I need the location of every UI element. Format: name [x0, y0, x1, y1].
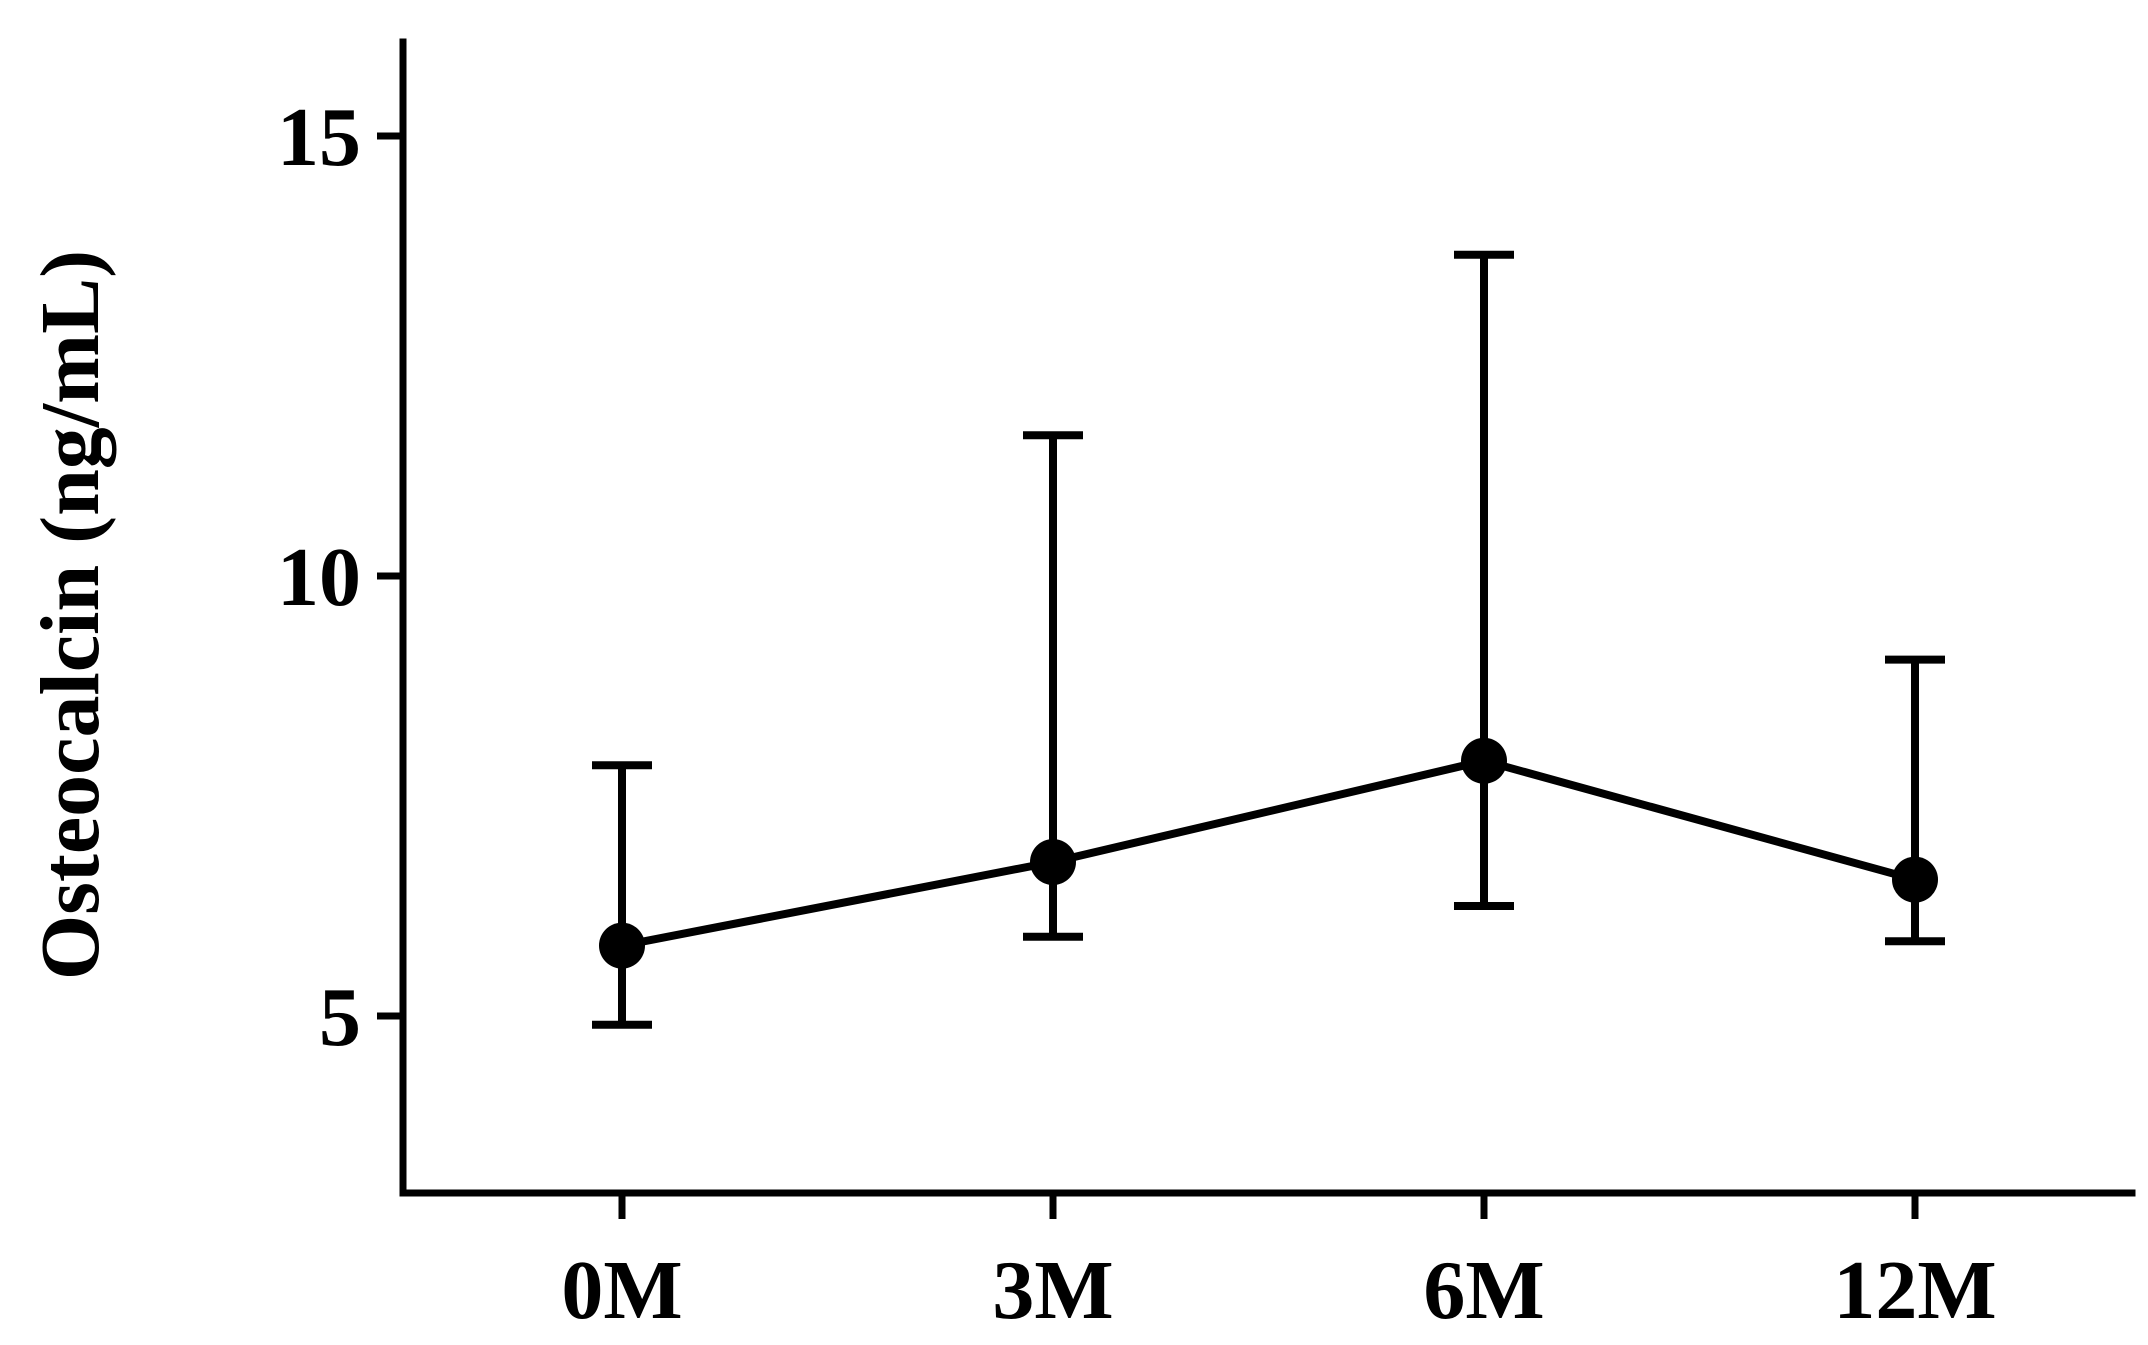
y-axis-title: Osteocalcin (ng/mL)	[24, 250, 117, 980]
data-point	[599, 922, 645, 969]
data-point	[1461, 737, 1507, 784]
x-tick-label: 12M	[1833, 1244, 1996, 1337]
y-tick-label: 5	[319, 971, 361, 1064]
x-tick-label: 3M	[992, 1244, 1113, 1337]
series-line	[621, 756, 1917, 950]
y-tick-label: 10	[277, 531, 361, 624]
x-tick-label: 0M	[561, 1244, 682, 1337]
data-point	[1030, 839, 1076, 885]
x-ticks: 0M 3M 6M 12M	[561, 1193, 1997, 1337]
y-ticks: 5 10 15	[277, 91, 403, 1064]
y-tick-label: 15	[277, 91, 361, 184]
data-point	[1892, 856, 1938, 903]
axes	[399, 38, 2136, 1197]
x-tick-label: 6M	[1423, 1244, 1544, 1337]
markers	[599, 737, 1938, 969]
